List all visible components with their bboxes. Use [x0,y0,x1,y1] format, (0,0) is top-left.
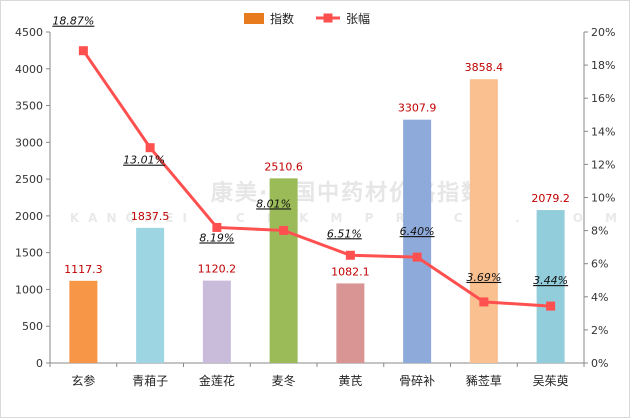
line-point [345,250,355,260]
bar [336,283,365,363]
y-right-tick-label: 2% [591,324,608,337]
line-point [479,297,489,307]
legend-swatch-bar [244,13,264,24]
y-right-tick-label: 4% [591,291,608,304]
y-left-tick-label: 2000 [15,210,43,223]
x-tick-label: 青葙子 [132,374,168,388]
y-left-tick-label: 4500 [15,26,43,39]
bar [69,280,98,363]
bar-value-label: 2510.6 [264,160,303,173]
x-tick-label: 金莲花 [199,373,235,388]
y-right-tick-label: 10% [591,192,615,205]
legend-label-bar: 指数 [270,11,294,26]
line-series [82,49,551,308]
y-right-tick-label: 18% [591,59,615,72]
line-value-label: 8.01% [256,197,291,210]
line-value-label: 3.69% [466,271,501,284]
y-left-tick-label: 3000 [15,136,43,149]
bar [403,119,432,363]
y-right-tick-label: 12% [591,158,615,171]
bar-value-label: 1117.3 [64,263,103,276]
line-value-label: 3.44% [533,274,568,287]
bar-value-label: 2079.2 [531,192,570,205]
line-value-label: 13.01% [123,154,165,167]
bar-value-label: 3307.9 [398,102,437,115]
x-tick-label: 麦冬 [272,373,296,388]
bar [202,280,231,363]
watermark-text: 康美·中国中药材价格指数 [211,180,485,206]
y-left-tick-label: 1500 [15,247,43,260]
y-right-tick-label: 14% [591,125,615,138]
x-tick-label: 玄参 [71,373,95,388]
bar [269,178,298,363]
y-left-tick-label: 4000 [15,63,43,76]
x-tick-label: 豨莶草 [466,374,502,388]
line-value-label: 6.51% [327,227,362,240]
y-left-tick-label: 500 [22,320,43,333]
x-tick-label: 黄芪 [338,374,362,388]
line-point [78,46,88,56]
y-right-tick-label: 20% [591,26,615,39]
y-left-tick-label: 0 [36,357,43,370]
x-tick-label: 骨碎补 [399,373,435,388]
y-right-tick-label: 8% [591,225,608,238]
bar [536,210,565,363]
bar-value-label: 1082.1 [331,265,370,278]
line-point [546,301,556,311]
legend-label-line: 张幅 [346,11,370,26]
bar-value-label: 1837.5 [131,210,170,223]
line-point [145,143,155,153]
bar-value-label: 3858.4 [465,61,504,74]
line-point [412,252,422,262]
line-value-label: 6.40% [400,225,435,238]
y-left-tick-label: 2500 [15,173,43,186]
y-right-tick-label: 16% [591,92,615,105]
y-right-tick-label: 6% [591,258,608,271]
bar [136,227,165,363]
bar-value-label: 1120.2 [198,263,237,276]
x-tick-label: 吴茱萸 [533,374,569,388]
line-value-label: 8.19% [199,231,234,244]
line-point [279,225,289,235]
line-point [212,222,222,232]
y-left-tick-label: 3500 [15,100,43,113]
y-right-tick-label: 0% [591,357,608,370]
y-left-tick-label: 1000 [15,283,43,296]
bar [469,79,498,364]
line-value-label: 18.87% [52,15,94,28]
legend-swatch-marker [323,13,333,23]
